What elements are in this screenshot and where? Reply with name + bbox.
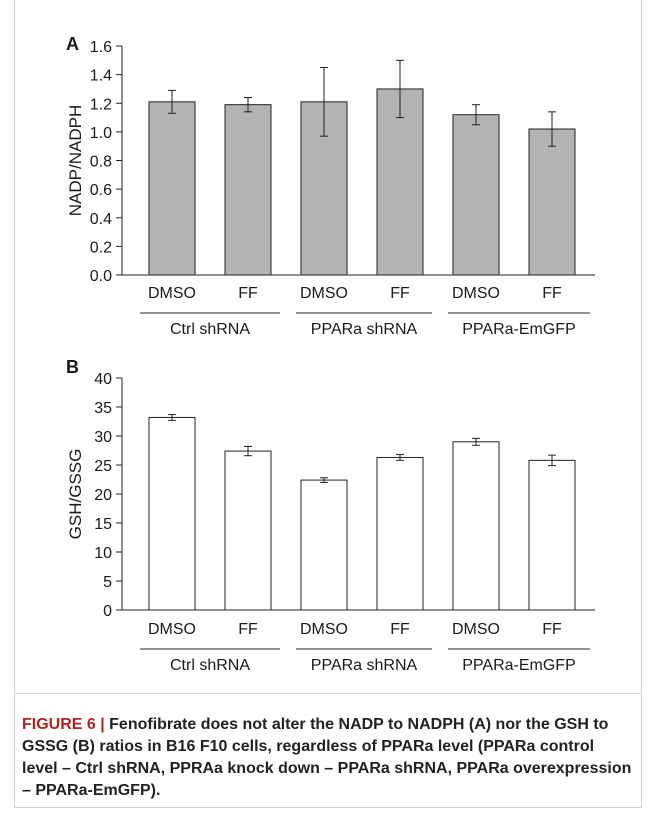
category-label: DMSO xyxy=(452,621,500,638)
y-tick-label: 0.6 xyxy=(90,182,112,199)
category-label: DMSO xyxy=(148,285,196,302)
y-tick-label: 0 xyxy=(103,603,112,620)
y-tick-label: 0.8 xyxy=(90,154,112,171)
y-tick-label: 30 xyxy=(94,429,112,446)
category-label: DMSO xyxy=(452,285,500,302)
bar xyxy=(528,128,576,276)
y-tick-label: 1.6 xyxy=(90,39,112,56)
y-tick-label: 40 xyxy=(94,371,112,388)
y-tick-label: 25 xyxy=(94,458,112,475)
group-label: PPARa shRNA xyxy=(311,321,418,338)
group-label: PPARa shRNA xyxy=(311,657,418,674)
y-axis-label: GSH/GSSG xyxy=(66,449,85,540)
category-label: DMSO xyxy=(300,621,348,638)
group-label: PPARa-EmGFP xyxy=(462,657,576,674)
panel-letter: A xyxy=(66,34,79,54)
y-tick-label: 0.2 xyxy=(90,239,112,256)
group-label: Ctrl shRNA xyxy=(170,657,250,674)
caption-separator xyxy=(14,693,642,694)
category-label: FF xyxy=(238,285,258,302)
y-tick-label: 1.0 xyxy=(90,125,112,142)
figure-caption: FIGURE 6 | Fenofibrate does not alter th… xyxy=(22,714,634,802)
group-label: PPARa-EmGFP xyxy=(462,321,576,338)
bar xyxy=(224,104,272,276)
bar xyxy=(452,441,500,611)
y-tick-label: 1.2 xyxy=(90,96,112,113)
bar xyxy=(376,456,424,611)
bar xyxy=(300,479,348,611)
y-axis-label: NADP/NADPH xyxy=(66,105,85,216)
category-label: FF xyxy=(238,621,258,638)
caption-text: Fenofibrate does not alter the NADP to N… xyxy=(22,716,632,799)
category-label: DMSO xyxy=(300,285,348,302)
y-tick-label: 35 xyxy=(94,400,112,417)
category-label: FF xyxy=(390,285,410,302)
y-tick-label: 20 xyxy=(94,487,112,504)
bar xyxy=(528,459,576,611)
y-tick-label: 15 xyxy=(94,516,112,533)
y-tick-label: 0.0 xyxy=(90,268,112,285)
category-label: FF xyxy=(542,285,562,302)
y-tick-label: 10 xyxy=(94,545,112,562)
panel-letter: B xyxy=(66,357,79,377)
y-tick-label: 0.4 xyxy=(90,211,112,228)
category-label: FF xyxy=(390,621,410,638)
category-label: DMSO xyxy=(148,621,196,638)
figure-frame xyxy=(14,0,642,808)
bar xyxy=(148,416,196,611)
y-tick-label: 5 xyxy=(103,574,112,591)
y-tick-label: 1.4 xyxy=(90,68,112,85)
group-label: Ctrl shRNA xyxy=(170,321,250,338)
bar xyxy=(148,101,196,276)
bar xyxy=(376,88,424,276)
bar xyxy=(452,114,500,276)
caption-label: FIGURE 6 | xyxy=(22,716,110,733)
bar xyxy=(224,450,272,611)
category-label: FF xyxy=(542,621,562,638)
figure-svg: A NADP/NADPH 0.0 0.2 0.4 0.6 0.8 1.0 1.2 1.4 1.6 DM… xyxy=(66,34,595,674)
